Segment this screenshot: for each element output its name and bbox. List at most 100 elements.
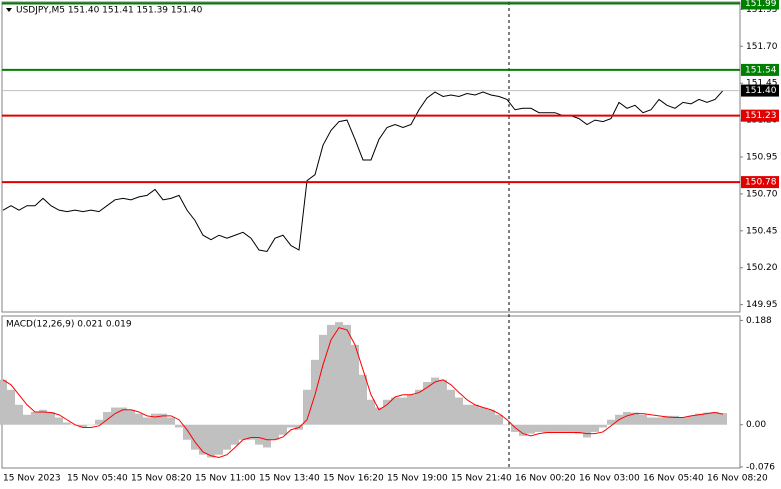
macd-bar: [527, 424, 535, 434]
macd-bar: [647, 417, 655, 425]
macd-bar: [423, 382, 431, 425]
macd-bar: [367, 399, 375, 425]
macd-bar: [303, 389, 311, 425]
macd-bar: [391, 397, 399, 425]
macd-bar: [167, 417, 175, 425]
level-label: 150.78: [745, 178, 777, 188]
macd-bar: [703, 412, 711, 425]
level-label-box: [741, 109, 779, 122]
macd-bar: [7, 389, 15, 425]
y-tick-label: 150.45: [746, 226, 778, 236]
macd-bar: [447, 389, 455, 425]
x-tick-label: 16 Nov 08:20: [707, 474, 768, 484]
macd-bar: [519, 424, 527, 436]
macd-bar: [215, 424, 223, 455]
macd-bar: [127, 409, 135, 425]
macd-bar: [695, 413, 703, 425]
macd-bar: [551, 424, 559, 432]
macd-bar: [463, 404, 471, 425]
y-tick-label: 150.20: [746, 263, 778, 273]
macd-title: MACD(12,26,9) 0.021 0.019: [6, 320, 132, 330]
macd-bar: [439, 379, 447, 425]
macd-bar: [487, 409, 495, 425]
macd-bar: [655, 417, 663, 425]
macd-bar: [143, 417, 151, 425]
macd-bar: [87, 424, 95, 426]
macd-bar: [599, 424, 607, 428]
macd-bar: [359, 374, 367, 425]
macd-bar: [111, 407, 119, 425]
macd-bar: [231, 424, 239, 445]
macd-bar: [559, 424, 567, 432]
macd-bar: [55, 417, 63, 425]
macd-bar: [503, 424, 511, 426]
x-tick-label: 15 Nov 19:00: [387, 474, 448, 484]
macd-bar: [239, 424, 247, 440]
macd-bar: [175, 424, 183, 428]
y-tick-label: 151.45: [746, 79, 778, 89]
macd-bar: [687, 415, 695, 425]
macd-bar: [583, 424, 591, 438]
macd-bar: [95, 419, 103, 425]
macd-bar: [479, 407, 487, 425]
macd-bar: [407, 394, 415, 425]
macd-bar: [151, 413, 159, 425]
y-tick-label: -0.076: [746, 462, 775, 472]
macd-bar: [63, 422, 71, 425]
x-tick-label: 15 Nov 13:40: [259, 474, 320, 484]
level-label-box: [741, 176, 779, 189]
macd-bar: [351, 344, 359, 425]
macd-bar: [375, 407, 383, 425]
macd-bar: [191, 424, 199, 450]
y-tick-label: 0.00: [746, 420, 766, 430]
macd-bar: [39, 409, 47, 425]
level-label-box: [741, 84, 779, 97]
macd-bar: [679, 417, 687, 425]
macd-bar: [343, 324, 351, 425]
macd-bar: [207, 424, 215, 458]
macd-bar: [535, 424, 543, 432]
y-tick-label: 150.95: [746, 153, 778, 163]
macd-bar: [399, 397, 407, 425]
macd-bar: [607, 419, 615, 425]
macd-panel: [1, 315, 741, 469]
level-label-box: [741, 63, 779, 76]
macd-bar: [671, 415, 679, 425]
level-label: 151.54: [745, 65, 777, 75]
y-tick-label: 0.188: [746, 316, 772, 326]
x-tick-label: 16 Nov 05:40: [643, 474, 704, 484]
macd-bar: [47, 411, 55, 425]
symbol-icon: [6, 8, 12, 12]
macd-bar: [263, 424, 271, 448]
macd-bar: [287, 424, 295, 428]
level-label-box: [741, 0, 779, 10]
macd-bar: [199, 424, 207, 455]
macd-bar: [495, 414, 503, 425]
macd-bar: [575, 424, 583, 434]
macd-bar: [223, 424, 231, 450]
macd-bar: [543, 424, 551, 433]
macd-bar: [335, 322, 343, 425]
macd-bar: [663, 415, 671, 425]
y-tick-label: 151.70: [746, 42, 778, 52]
x-tick-label: 15 Nov 16:20: [323, 474, 384, 484]
x-tick-label: 15 Nov 21:40: [451, 474, 512, 484]
x-tick-label: 16 Nov 03:00: [579, 474, 640, 484]
macd-bar: [103, 411, 111, 425]
x-tick-label: 15 Nov 11:00: [195, 474, 256, 484]
macd-bar: [383, 399, 391, 425]
macd-bar: [327, 324, 335, 425]
y-tick-label: 149.95: [746, 300, 778, 310]
macd-bar: [591, 424, 599, 432]
level-label: 151.99: [745, 0, 777, 9]
macd-bar: [631, 412, 639, 425]
macd-bar: [183, 424, 191, 440]
macd-bar: [159, 413, 167, 425]
level-label: 151.23: [745, 111, 777, 121]
macd-bar: [271, 424, 279, 440]
x-tick-label: 15 Nov 2023: [3, 474, 61, 484]
signal-line: [2, 327, 724, 458]
macd-bar: [455, 397, 463, 425]
